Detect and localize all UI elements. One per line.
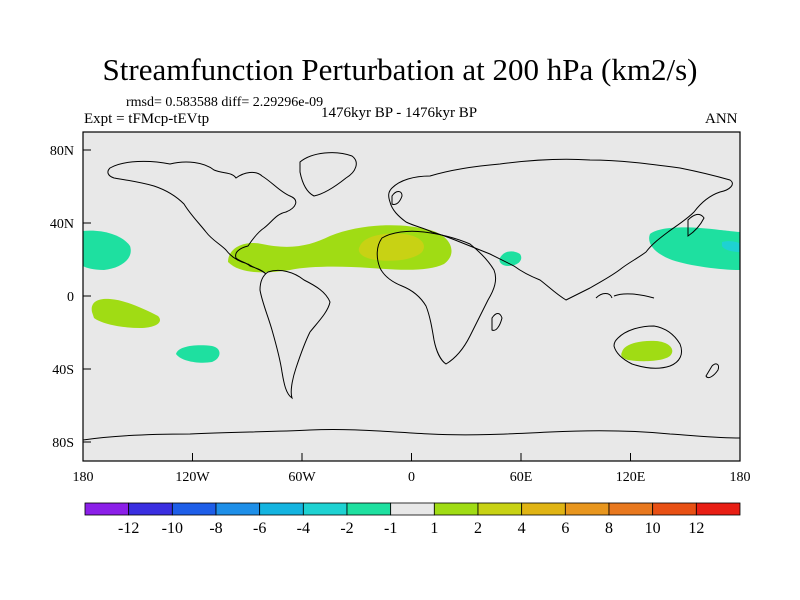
lon-label-0: 0	[408, 470, 415, 485]
colorbar-label: -6	[253, 520, 266, 537]
coast-africa	[376, 230, 497, 365]
experiment-label: Expt = tFMcp-tEVtp	[84, 111, 210, 127]
positive-anomaly-australia	[621, 340, 673, 362]
plot-title: Streamfunction Perturbation at 200 hPa (…	[102, 52, 698, 87]
colorbar-swatch	[84, 502, 130, 516]
positive-anomaly-east-pacific	[91, 298, 160, 328]
lon-label-120w: 120W	[175, 470, 210, 485]
lat-label-80s: 80S	[52, 436, 74, 451]
map-background	[83, 132, 740, 461]
lat-label-40s: 40S	[52, 363, 74, 378]
colorbar-label: 10	[645, 520, 661, 537]
colorbar-swatch	[128, 502, 173, 516]
coast-south-america	[259, 269, 331, 400]
colorbar-swatch	[433, 502, 479, 516]
colorbar-label: -1	[384, 520, 397, 537]
latitude-ticks	[83, 149, 91, 443]
colorbar	[84, 502, 741, 516]
colorbar-label: -10	[162, 520, 183, 537]
negative-anomaly-central-pacific	[83, 230, 131, 270]
lon-label-180w: 180	[73, 470, 94, 485]
colorbar-label: 2	[474, 520, 482, 537]
colorbar-swatch	[695, 502, 741, 516]
lat-label-80n: 80N	[50, 144, 74, 159]
colorbar-swatch	[346, 502, 392, 516]
longitude-ticks	[82, 453, 741, 461]
colorbar-swatch	[171, 502, 217, 516]
colorbar-labels: -12 -10 -8 -6 -4 -2 -1 1 2 4 6 8 10 12	[118, 520, 704, 537]
anomaly-contours	[83, 225, 740, 363]
colorbar-swatch	[521, 502, 566, 516]
coast-north-america	[107, 160, 297, 275]
coast-antarctica	[83, 428, 740, 441]
colorbar-swatch	[477, 502, 523, 516]
lon-label-180e: 180	[730, 470, 751, 485]
negative-anomaly-nw-pacific-core	[722, 241, 740, 252]
negative-anomaly-nw-pacific	[649, 227, 740, 270]
coast-australia	[613, 325, 683, 369]
lon-label-120e: 120E	[616, 470, 646, 485]
colorbar-swatch	[564, 502, 610, 516]
negative-anomaly-south-pacific	[176, 345, 220, 363]
period-label: 1476kyr BP - 1476kyr BP	[321, 105, 478, 121]
colorbar-swatch	[215, 502, 261, 516]
positive-anomaly-sahara-core	[358, 233, 424, 261]
colorbar-swatch	[652, 502, 697, 516]
coast-madagascar	[491, 313, 503, 331]
colorbar-swatch	[259, 502, 304, 516]
lon-label-60w: 60W	[288, 470, 316, 485]
colorbar-label: 4	[518, 520, 526, 537]
colorbar-swatch	[302, 502, 348, 516]
coast-indonesia	[595, 293, 655, 299]
coast-new-zealand	[705, 363, 719, 379]
colorbar-label: -4	[297, 520, 310, 537]
rmsd-diff-stats: rmsd= 0.583588 diff= 2.29296e-09	[126, 95, 324, 110]
negative-anomaly-arabia	[499, 251, 522, 266]
colorbar-label: 8	[605, 520, 613, 537]
colorbar-label: 1	[430, 520, 438, 537]
colorbar-label: -8	[209, 520, 222, 537]
colorbar-label: 12	[688, 520, 704, 537]
lon-label-60e: 60E	[510, 470, 533, 485]
colorbar-label: 6	[561, 520, 569, 537]
coast-uk	[391, 191, 403, 205]
lat-label-eq: 0	[67, 290, 74, 305]
colorbar-swatch	[608, 502, 654, 516]
longitude-labels: 180 120W 60W 0 60E 120E 180	[73, 470, 751, 485]
lat-label-40n: 40N	[50, 217, 74, 232]
colorbar-label: -12	[118, 520, 139, 537]
coast-greenland	[299, 152, 357, 197]
season-label: ANN	[705, 111, 738, 127]
colorbar-label: -2	[340, 520, 353, 537]
colorbar-swatch	[390, 502, 435, 516]
coast-japan	[687, 213, 705, 237]
coastlines	[83, 152, 740, 441]
latitude-labels: 80N 40N 0 40S 80S	[50, 144, 74, 451]
